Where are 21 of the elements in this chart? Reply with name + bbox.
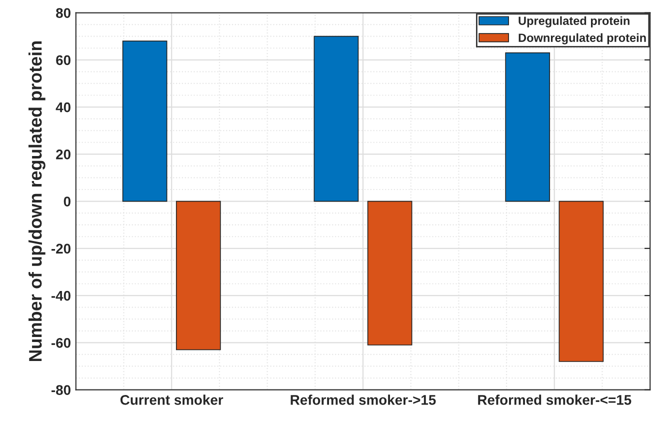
bar — [367, 200, 412, 346]
y-tick-label: 40 — [56, 102, 70, 112]
y-tick-label: -80 — [52, 385, 70, 395]
bar — [505, 52, 550, 202]
x-tick-label: Reformed smoker-<=15 — [478, 394, 632, 405]
y-tick-label: -40 — [52, 290, 70, 301]
x-tick-label: Reformed smoker->15 — [290, 394, 436, 405]
bar — [122, 40, 168, 202]
bar — [558, 200, 604, 362]
y-tick-label: -20 — [52, 244, 70, 254]
x-tick-label: Current smoker — [120, 394, 224, 405]
bar — [314, 36, 359, 202]
y-tick-label: -60 — [52, 338, 70, 348]
y-tick-label: 20 — [56, 149, 70, 160]
legend-label: Upregulated protein — [518, 16, 630, 28]
y-tick-label: 60 — [56, 55, 70, 66]
y-axis-title: Number of up/down regulated protein — [28, 41, 46, 362]
y-tick-label: 0 — [64, 196, 70, 206]
y-tick-label: 80 — [56, 8, 70, 18]
legend-label: Downregulated protein — [518, 33, 646, 44]
bar — [176, 200, 221, 350]
